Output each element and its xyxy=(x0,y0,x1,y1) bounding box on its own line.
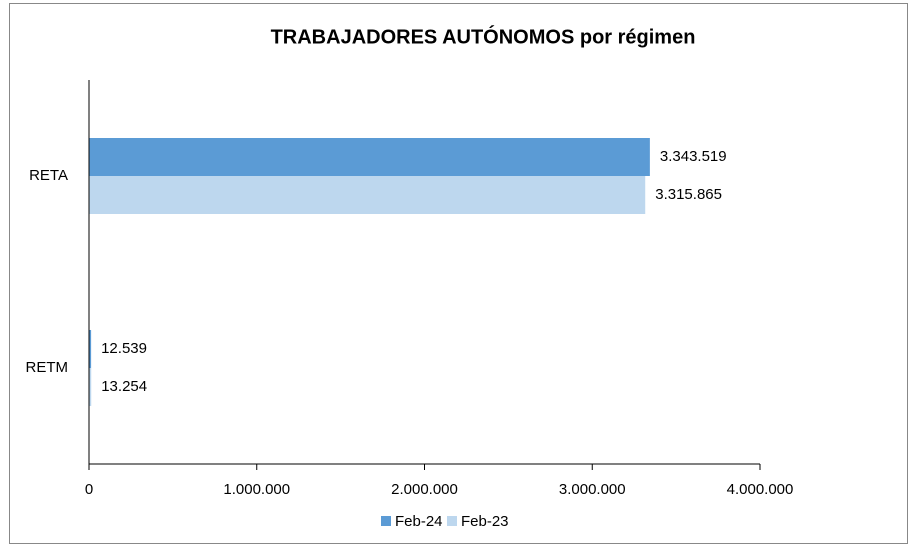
bar xyxy=(89,138,650,176)
y-tick-label: RETM xyxy=(26,359,69,376)
x-tick-label: 1.000.000 xyxy=(223,481,290,498)
legend-label: Feb-23 xyxy=(461,513,509,530)
chart-border xyxy=(9,3,908,544)
bar xyxy=(89,330,92,368)
bar xyxy=(89,176,646,214)
data-label: 3.343.519 xyxy=(660,148,727,165)
legend-label: Feb-24 xyxy=(395,513,443,530)
y-tick-label: RETA xyxy=(29,167,68,184)
x-tick-label: 2.000.000 xyxy=(391,481,458,498)
x-tick-label: 3.000.000 xyxy=(559,481,626,498)
legend-swatch xyxy=(381,516,391,526)
x-tick-label: 0 xyxy=(85,481,93,498)
bar xyxy=(89,368,92,406)
chart-title: TRABAJADORES AUTÓNOMOS por régimen xyxy=(271,24,696,48)
legend-swatch xyxy=(447,516,457,526)
data-label: 3.315.865 xyxy=(655,186,722,203)
data-label: 13.254 xyxy=(101,378,147,395)
data-label: 12.539 xyxy=(101,340,147,357)
x-tick-label: 4.000.000 xyxy=(727,481,794,498)
